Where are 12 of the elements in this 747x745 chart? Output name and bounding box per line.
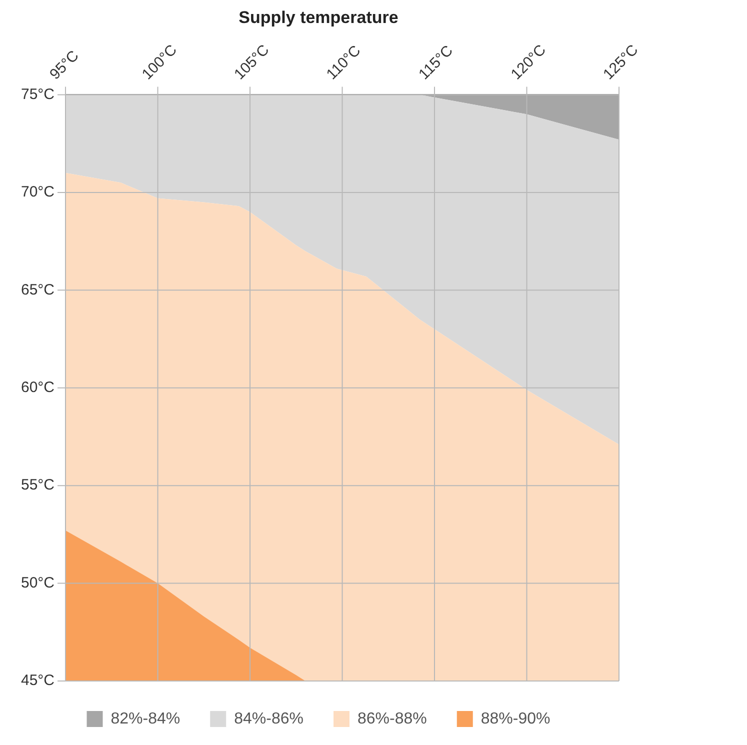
legend-label: 86%-88% (358, 710, 427, 728)
y-tick-label: 45°C (21, 672, 55, 690)
y-tick-label: 55°C (21, 476, 55, 494)
y-tick-label: 60°C (21, 379, 55, 396)
y-tick-label: 50°C (21, 574, 55, 592)
legend-label: 84%-86% (234, 710, 304, 728)
chart-title: Supply temperature (238, 8, 398, 27)
y-tick-label: 65°C (21, 281, 55, 298)
y-tick-label: 70°C (21, 184, 55, 201)
y-tick-label: 75°C (21, 86, 55, 103)
legend-label: 88%-90% (480, 710, 550, 728)
legend-label: 82%-84% (110, 710, 180, 728)
